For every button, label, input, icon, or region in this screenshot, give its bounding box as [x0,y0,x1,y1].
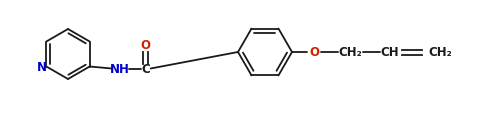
Text: CH₂: CH₂ [338,46,362,59]
Text: CH₂: CH₂ [428,46,452,59]
Text: O: O [141,39,151,52]
Text: NH: NH [110,62,130,75]
Text: N: N [38,60,48,73]
Text: CH: CH [381,46,399,59]
Text: C: C [141,62,150,75]
Text: O: O [309,46,319,59]
